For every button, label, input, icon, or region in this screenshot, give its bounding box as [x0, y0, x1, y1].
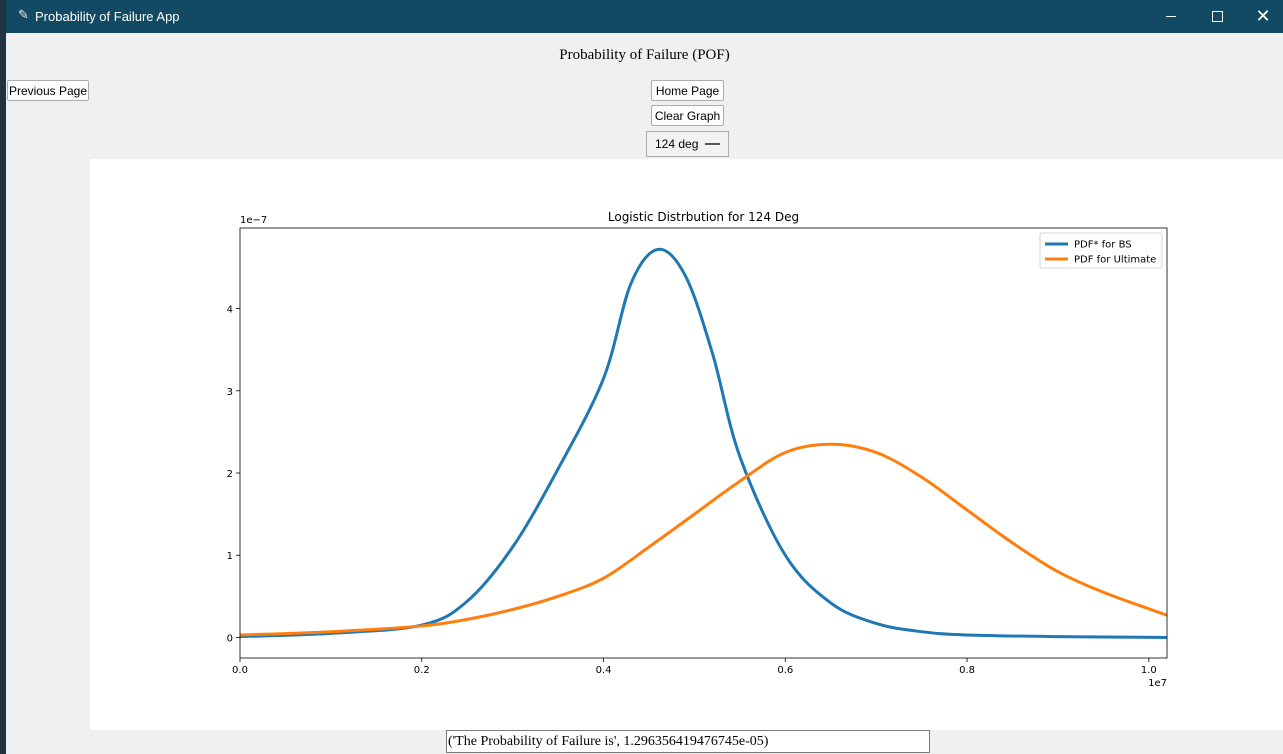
y-tick-label: 3	[227, 387, 233, 398]
minimize-button[interactable]	[1148, 0, 1194, 33]
x-tick-label: 1.0	[1141, 665, 1157, 676]
y-scale-label: 1e−7	[240, 215, 267, 226]
x-tick-label: 0.8	[959, 665, 975, 676]
series-line-1	[239, 247, 1168, 639]
maximize-button[interactable]	[1194, 0, 1240, 33]
x-tick-label: 0.0	[232, 665, 248, 676]
plot-frame	[239, 227, 1168, 659]
previous-page-button[interactable]: Previous Page	[7, 80, 89, 101]
x-scale-label: 1e7	[1148, 678, 1167, 689]
chart-title: Logistic Distrbution for 124 Deg	[608, 210, 799, 224]
chart-svg: Logistic Distrbution for 124 Deg 1e−7 1e…	[227, 210, 1168, 689]
window-title: Probability of Failure App	[35, 9, 180, 24]
plot-canvas: Logistic Distrbution for 124 Deg 1e−7 1e…	[90, 159, 1283, 730]
app-window: ✎ Probability of Failure App ✕ Probabili…	[6, 0, 1283, 754]
y-tick-label: 2	[227, 469, 233, 480]
close-icon: ✕	[1255, 5, 1271, 27]
result-text-field[interactable]: ('The Probability of Failure is', 1.2963…	[446, 730, 930, 753]
x-tick-label: 0.6	[777, 665, 793, 676]
dropdown-value: 124 deg	[655, 137, 699, 151]
desktop-background	[0, 0, 6, 754]
title-bar: ✎ Probability of Failure App ✕	[6, 0, 1283, 33]
legend-label: PDF* for BS	[1074, 240, 1132, 251]
close-button[interactable]: ✕	[1240, 0, 1283, 33]
y-tick-label: 1	[227, 551, 233, 562]
maximize-icon	[1211, 11, 1223, 22]
minimize-icon	[1166, 16, 1176, 17]
x-tick-label: 0.2	[414, 665, 430, 676]
legend: PDF* for BS PDF for Ultimate	[1039, 232, 1163, 269]
y-tick-label: 0	[227, 633, 233, 644]
legend-label: PDF for Ultimate	[1074, 255, 1156, 266]
dropdown-indicator-icon	[705, 143, 720, 146]
series-line-2	[239, 442, 1168, 637]
clear-graph-button[interactable]: Clear Graph	[651, 105, 724, 126]
page-title: Probability of Failure (POF)	[559, 47, 730, 63]
home-page-button[interactable]: Home Page	[651, 80, 724, 101]
angle-dropdown[interactable]: 124 deg	[646, 131, 729, 157]
x-tick-label: 0.4	[596, 665, 612, 676]
feather-icon: ✎	[18, 8, 29, 23]
legend-box	[1039, 232, 1163, 269]
y-tick-label: 4	[227, 305, 233, 316]
